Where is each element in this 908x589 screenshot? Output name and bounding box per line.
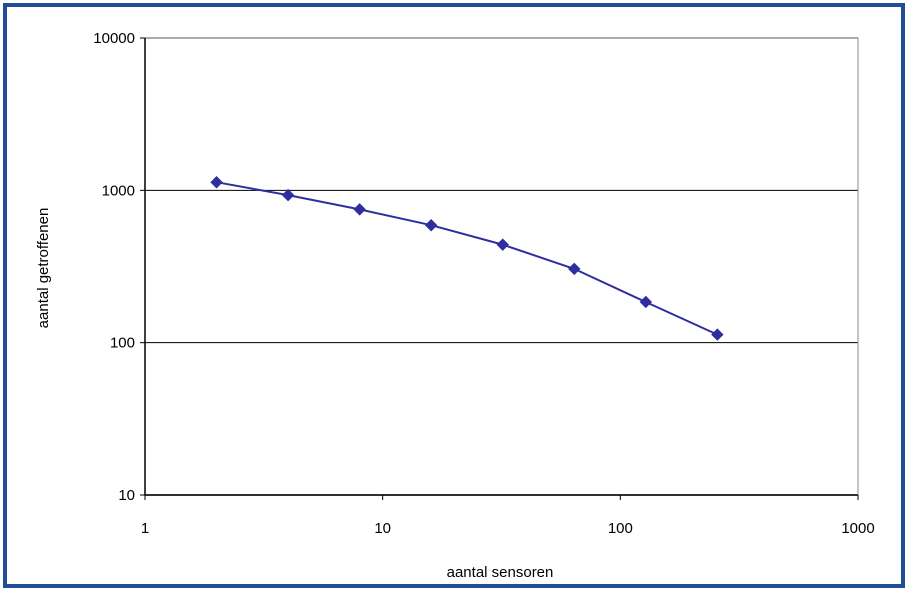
data-point-0-5 <box>568 262 581 276</box>
y-tick-label-0: 10 <box>118 487 135 504</box>
data-point-0-4 <box>496 238 509 251</box>
x-tick-label-3: 1000 <box>841 520 874 537</box>
y-tick-label-3: 10000 <box>93 30 135 47</box>
x-axis-title: aantal sensoren <box>447 564 554 581</box>
plot-area <box>144 37 859 496</box>
plot-background <box>144 37 859 496</box>
data-point-0-0 <box>210 176 223 189</box>
data-point-0-2 <box>353 203 366 216</box>
y-tick-label-2: 1000 <box>102 182 135 199</box>
y-axis-title: aantal getroffenen <box>35 208 52 329</box>
data-point-0-1 <box>281 188 295 202</box>
x-tick-label-2: 100 <box>608 520 633 537</box>
tick-labels: 10 100 1000 10000 1 10 100 1000 <box>93 30 874 537</box>
series-line-0 <box>216 181 718 336</box>
data-point-0-7 <box>711 328 724 341</box>
y-tick-label-1: 100 <box>110 335 135 352</box>
series-group <box>210 176 724 341</box>
x-tick-label-0: 1 <box>141 520 149 537</box>
data-point-0-6 <box>639 295 653 309</box>
axes <box>140 37 859 500</box>
data-point-0-3 <box>424 219 438 232</box>
x-tick-label-1: 10 <box>374 520 391 537</box>
